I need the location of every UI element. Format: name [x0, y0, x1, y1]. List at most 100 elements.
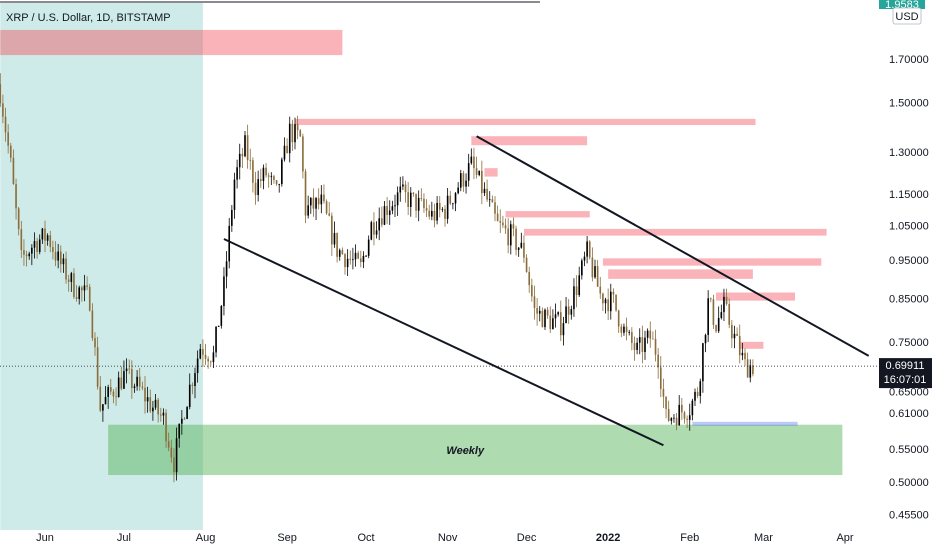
candle — [709, 297, 712, 303]
candle — [228, 217, 231, 269]
candle — [665, 396, 667, 419]
candle — [707, 290, 709, 343]
candle — [273, 174, 275, 184]
candle — [470, 148, 473, 165]
candle — [170, 439, 173, 463]
candle — [483, 182, 486, 196]
candle — [567, 299, 570, 324]
candle — [423, 193, 425, 213]
top-price-tag-text: 1.9583 — [885, 0, 919, 11]
candle — [96, 336, 99, 390]
candle — [259, 168, 262, 188]
currency-button[interactable]: USD — [892, 7, 922, 25]
candle — [402, 176, 404, 190]
trendlines-layer — [223, 135, 870, 447]
price-axis[interactable]: 1.70000 1.50000 1.30000 1.15000 1.05000 0.950… — [889, 54, 929, 521]
candle — [733, 325, 736, 349]
y-tick-label: 0.65000 — [889, 386, 929, 398]
candle — [141, 381, 144, 391]
candle — [594, 259, 596, 279]
candle — [475, 156, 478, 179]
candle — [325, 199, 328, 215]
candle — [454, 192, 457, 212]
candle — [31, 244, 33, 266]
candle — [320, 185, 323, 214]
candle — [512, 217, 515, 237]
candle — [686, 415, 688, 429]
candle — [183, 417, 186, 420]
candle — [599, 276, 602, 299]
candle — [452, 202, 454, 210]
candle — [241, 147, 244, 169]
candle — [478, 170, 481, 177]
x-tick-label: Dec — [517, 532, 537, 544]
zone-red-7 — [523, 228, 827, 236]
candle — [17, 206, 20, 236]
candle — [604, 297, 607, 314]
candle — [107, 384, 109, 409]
candle — [612, 288, 615, 303]
candle — [233, 172, 236, 219]
candle — [88, 283, 91, 312]
trendline-0 — [223, 238, 664, 447]
candle — [746, 352, 749, 378]
candle — [223, 267, 225, 316]
candle — [115, 387, 117, 406]
candle — [620, 323, 623, 338]
candle — [270, 172, 273, 186]
candle — [333, 221, 336, 248]
candle — [657, 348, 659, 379]
candle — [499, 209, 502, 234]
candle — [596, 260, 599, 287]
candle — [575, 275, 578, 308]
time-axis[interactable]: Jun Jul Aug Sep Oct Nov Dec 2022 Feb Mar Apr — [36, 532, 854, 544]
candle — [715, 324, 717, 334]
candle — [559, 300, 562, 342]
zone-blue-12 — [692, 421, 798, 426]
candle — [41, 227, 44, 244]
candle — [23, 239, 25, 266]
y-tick-label: 0.85000 — [889, 294, 929, 306]
candle — [36, 237, 38, 259]
candle — [562, 316, 565, 346]
candle — [309, 197, 312, 214]
candle — [254, 171, 257, 205]
candle — [78, 285, 81, 305]
candle — [675, 413, 678, 431]
candle — [7, 124, 9, 154]
candle — [694, 388, 696, 407]
candle — [54, 241, 57, 267]
candle — [615, 294, 617, 312]
candle — [215, 325, 217, 358]
candle — [386, 197, 388, 225]
candle — [299, 129, 302, 137]
candle — [383, 200, 386, 226]
y-tick-label: 1.05000 — [889, 221, 929, 233]
candle — [159, 407, 162, 422]
candle — [152, 400, 154, 421]
candle — [459, 169, 462, 192]
y-tick-label: 1.30000 — [889, 147, 929, 159]
candle — [46, 233, 49, 246]
candle — [517, 247, 520, 257]
candle — [81, 285, 83, 302]
candle — [691, 398, 694, 421]
candle — [91, 303, 94, 341]
candle — [728, 298, 731, 329]
candle — [741, 342, 744, 361]
candle — [394, 194, 396, 217]
candle — [175, 427, 178, 481]
candle — [344, 253, 346, 275]
x-tick-label: Feb — [680, 532, 699, 544]
zone-red-6 — [505, 211, 590, 218]
candle — [86, 276, 88, 291]
candle — [349, 250, 352, 265]
candle — [628, 329, 631, 336]
candle — [457, 182, 459, 195]
candle — [557, 311, 559, 317]
candle — [128, 359, 131, 375]
candle — [117, 371, 120, 398]
candle — [565, 297, 567, 324]
candle — [752, 359, 754, 377]
